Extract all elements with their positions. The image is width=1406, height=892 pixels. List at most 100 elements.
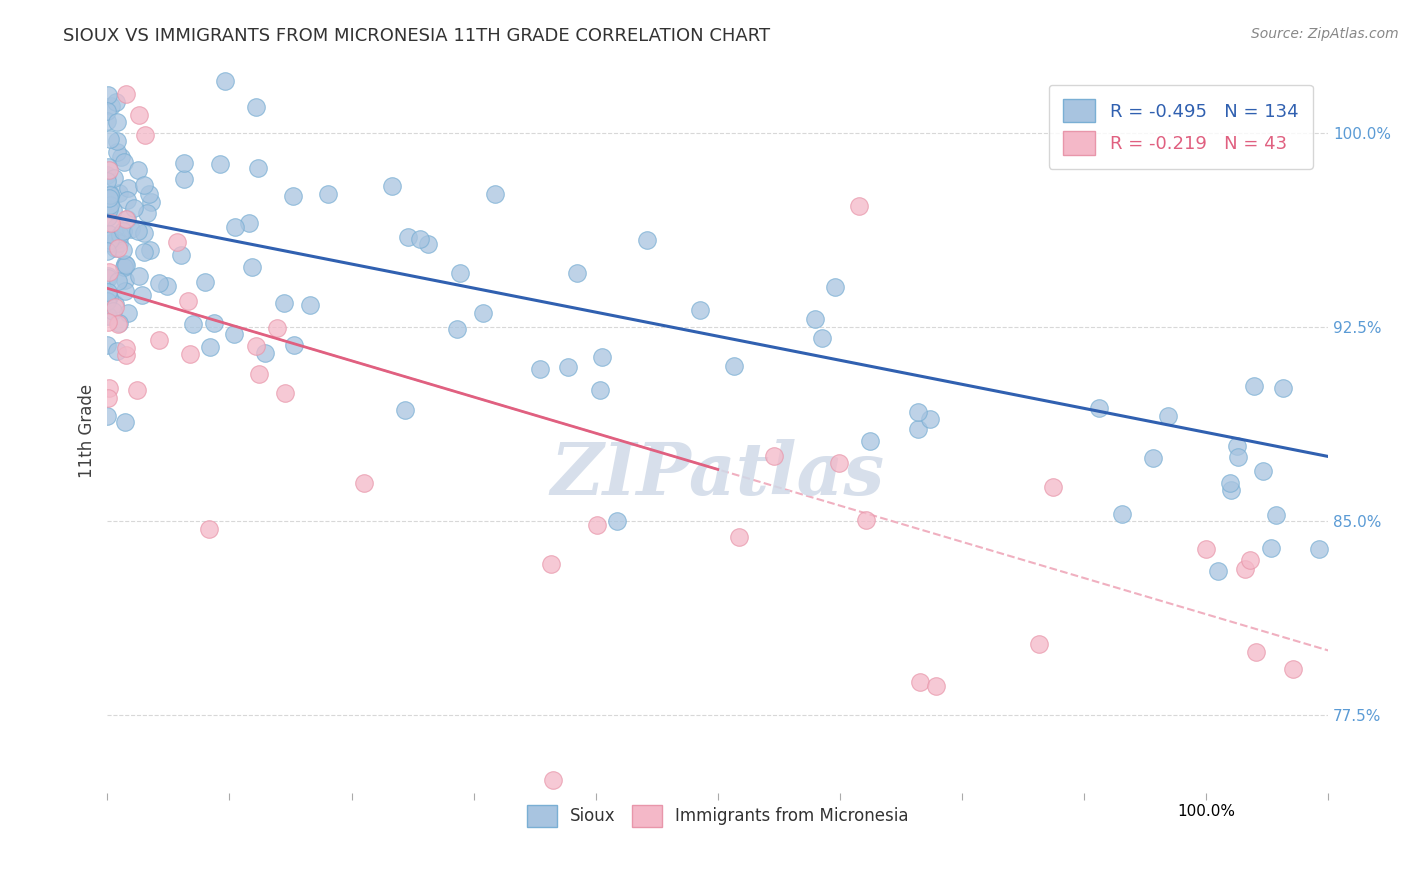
Point — [1206, 564, 1229, 578]
Point — [96, 409, 118, 423]
Point — [1271, 381, 1294, 395]
Point — [907, 405, 929, 419]
Point — [117, 306, 139, 320]
Point — [100, 99, 122, 113]
Point — [1227, 450, 1250, 464]
Point — [1281, 662, 1303, 676]
Point — [543, 772, 565, 787]
Point — [98, 131, 121, 145]
Point — [97, 210, 120, 224]
Point — [105, 233, 128, 247]
Point — [107, 316, 129, 330]
Point — [1195, 542, 1218, 557]
Point — [97, 269, 120, 284]
Point — [97, 160, 120, 174]
Point — [380, 179, 402, 194]
Point — [177, 293, 200, 308]
Point — [104, 301, 127, 315]
Point — [105, 115, 128, 129]
Point — [127, 225, 149, 239]
Legend: Sioux, Immigrants from Micronesia: Sioux, Immigrants from Micronesia — [519, 797, 917, 835]
Point — [97, 271, 120, 285]
Point — [924, 679, 946, 693]
Point — [848, 199, 870, 213]
Point — [107, 317, 129, 331]
Point — [104, 297, 127, 311]
Point — [96, 174, 118, 188]
Point — [591, 350, 613, 364]
Point — [283, 338, 305, 352]
Point — [298, 298, 321, 312]
Point — [409, 232, 432, 246]
Point — [131, 287, 153, 301]
Point — [245, 100, 267, 114]
Point — [97, 265, 120, 279]
Point — [689, 303, 711, 318]
Point — [148, 276, 170, 290]
Point — [247, 367, 270, 381]
Point — [253, 346, 276, 360]
Point — [112, 155, 135, 169]
Point — [273, 295, 295, 310]
Point — [114, 348, 136, 362]
Point — [173, 155, 195, 169]
Point — [589, 383, 612, 397]
Point — [98, 186, 121, 201]
Point — [197, 522, 219, 536]
Point — [827, 456, 849, 470]
Point — [97, 87, 120, 102]
Point — [283, 188, 305, 202]
Point — [114, 415, 136, 429]
Point — [98, 188, 121, 202]
Point — [1308, 541, 1330, 556]
Point — [1243, 379, 1265, 393]
Point — [166, 235, 188, 250]
Point — [117, 181, 139, 195]
Point — [148, 333, 170, 347]
Point — [100, 233, 122, 247]
Point — [446, 322, 468, 336]
Point — [811, 331, 834, 345]
Point — [105, 220, 128, 235]
Point — [112, 224, 135, 238]
Point — [128, 269, 150, 284]
Point — [1142, 450, 1164, 465]
Point — [108, 186, 131, 200]
Point — [214, 74, 236, 88]
Point — [115, 341, 138, 355]
Point — [100, 236, 122, 251]
Point — [586, 517, 609, 532]
Text: Source: ZipAtlas.com: Source: ZipAtlas.com — [1251, 27, 1399, 41]
Point — [96, 391, 118, 405]
Point — [98, 227, 121, 241]
Point — [134, 128, 156, 142]
Point — [103, 170, 125, 185]
Point — [567, 266, 589, 280]
Point — [728, 530, 751, 544]
Point — [115, 212, 138, 227]
Point — [266, 321, 288, 335]
Point — [1219, 476, 1241, 491]
Point — [763, 449, 786, 463]
Point — [108, 236, 131, 251]
Point — [134, 245, 156, 260]
Point — [122, 202, 145, 216]
Point — [139, 243, 162, 257]
Point — [804, 312, 827, 326]
Point — [96, 113, 118, 128]
Point — [114, 257, 136, 271]
Point — [540, 557, 562, 571]
Point — [105, 145, 128, 159]
Point — [1239, 553, 1261, 567]
Point — [907, 422, 929, 436]
Point — [636, 233, 658, 247]
Point — [194, 275, 217, 289]
Point — [170, 248, 193, 262]
Point — [247, 161, 270, 175]
Point — [240, 260, 263, 275]
Point — [484, 186, 506, 201]
Point — [1251, 464, 1274, 478]
Point — [396, 230, 419, 244]
Point — [100, 216, 122, 230]
Point — [859, 434, 882, 448]
